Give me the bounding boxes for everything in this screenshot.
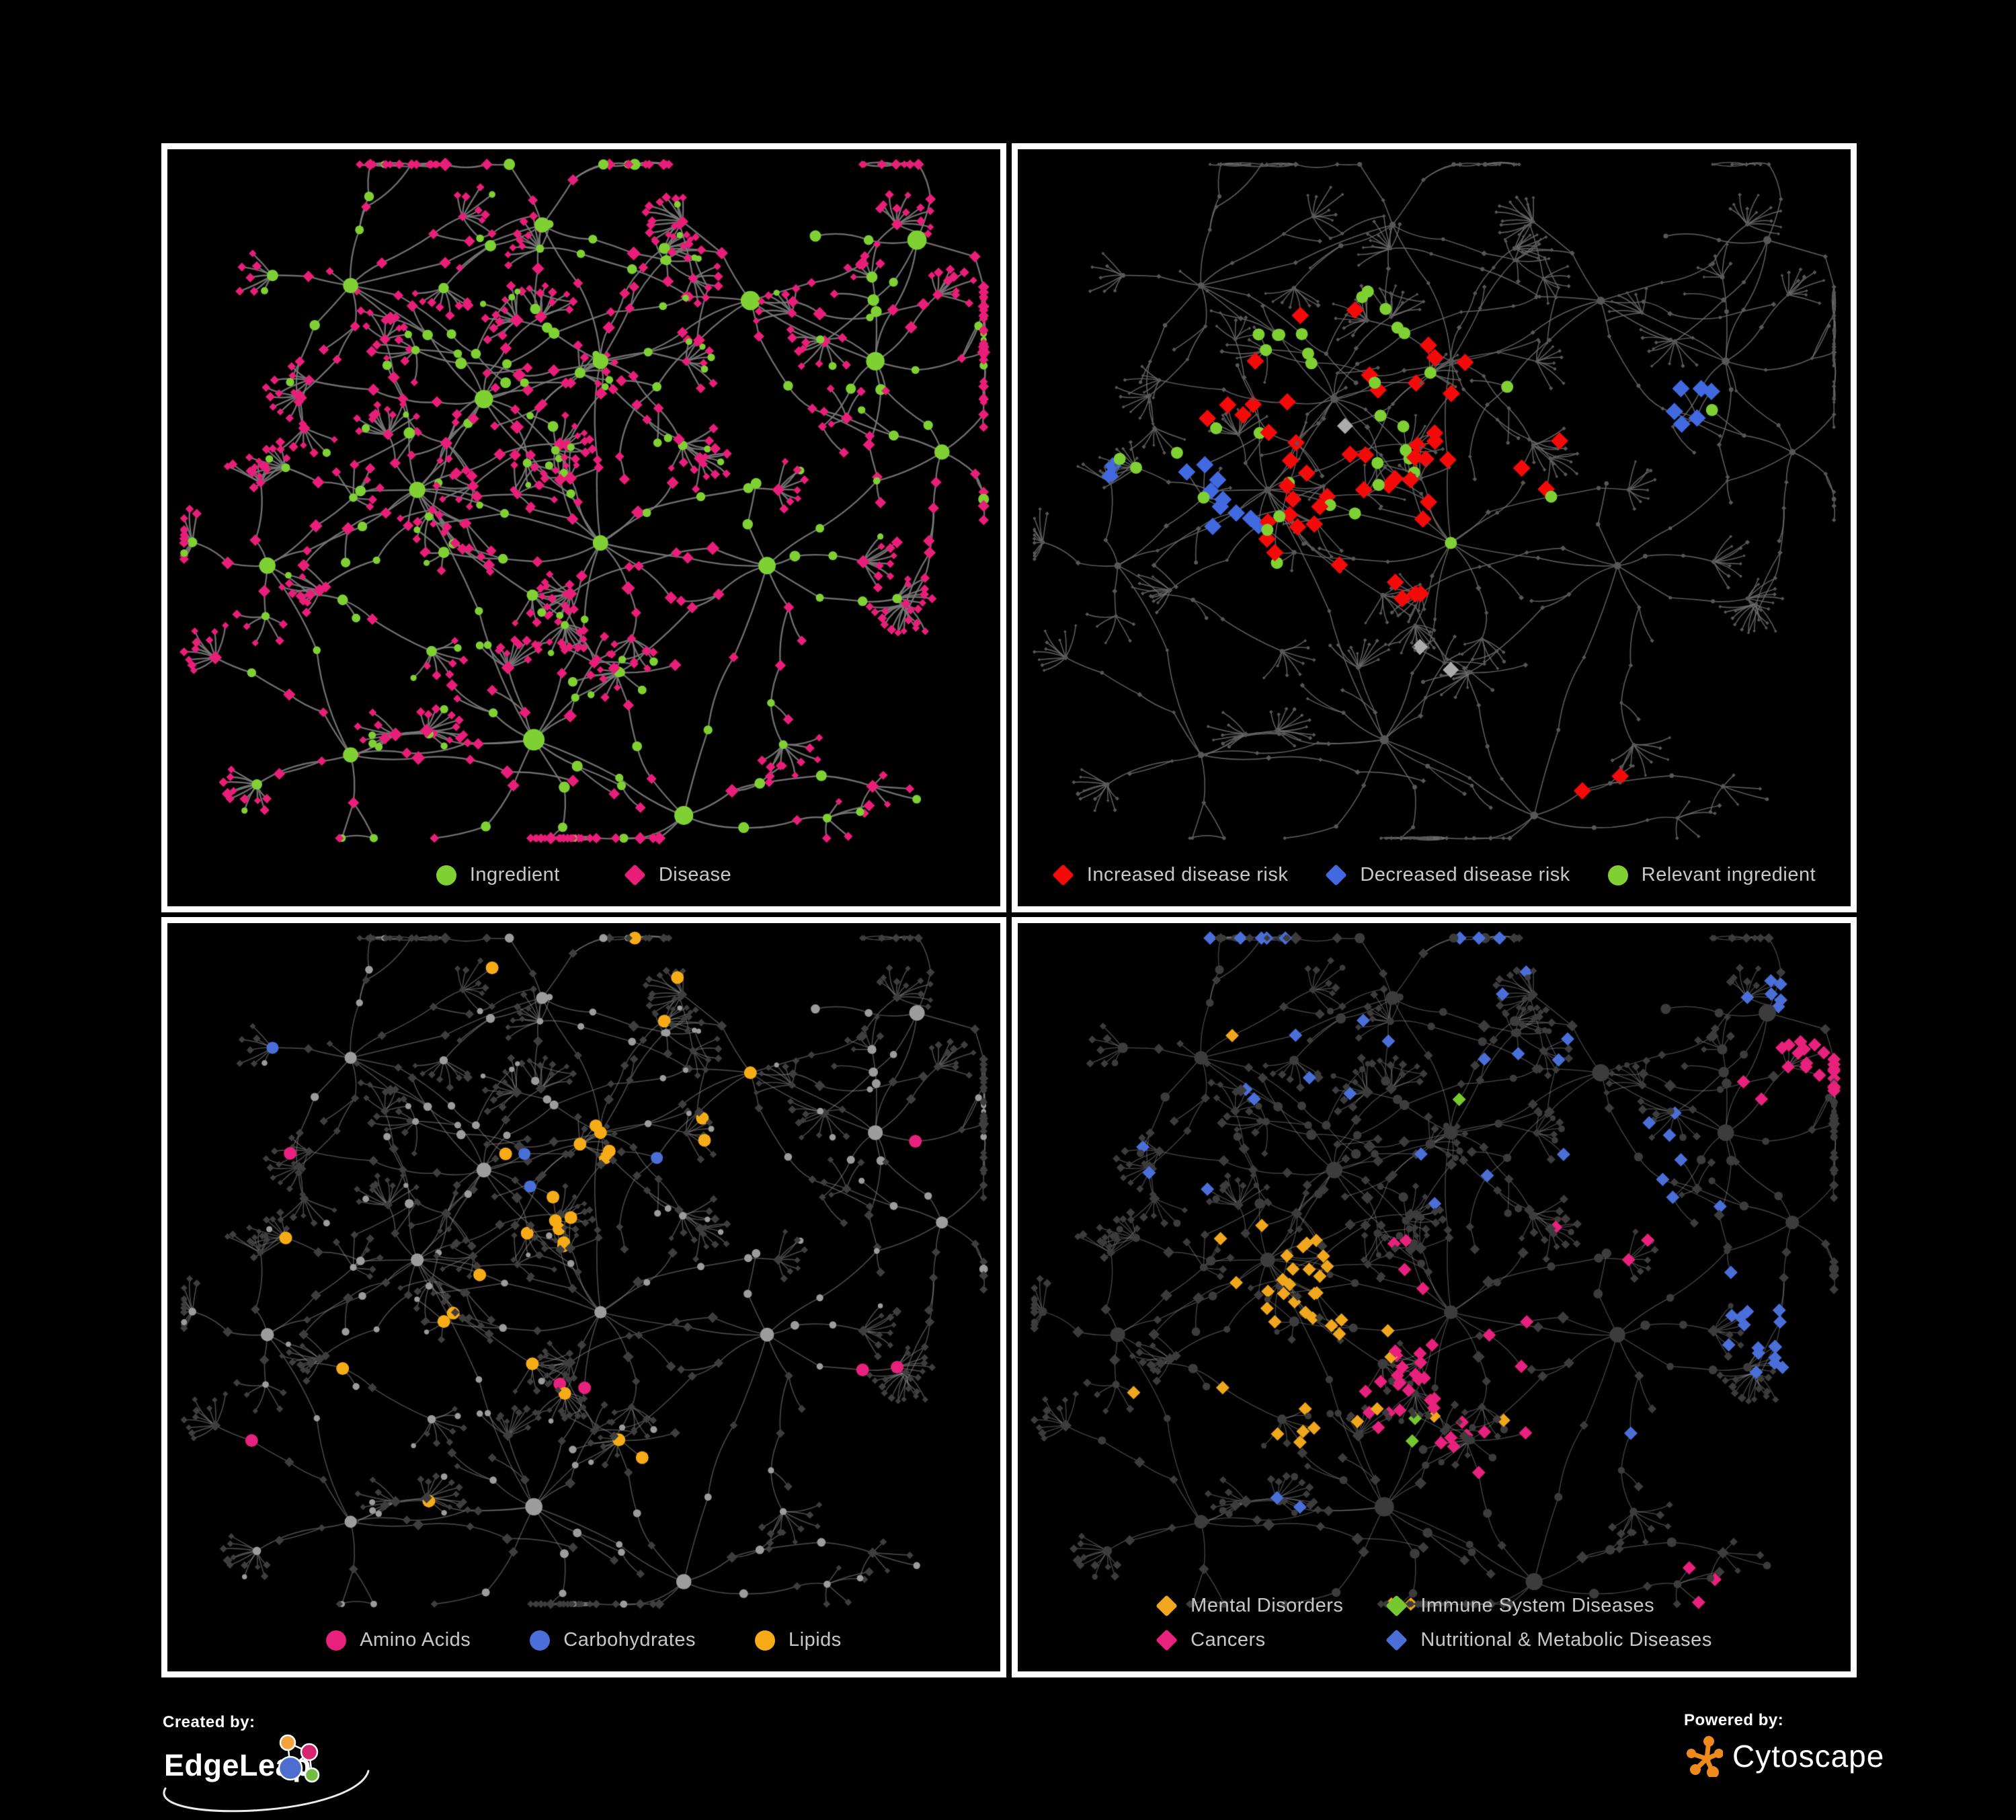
legend-item-ingredient: Ingredient [436,864,560,886]
footer-powered-by: Powered by: Cytoscape [1684,1711,1884,1777]
legend-label: Cancers [1191,1629,1266,1651]
legend-item-decreased-risk: Decreased disease risk [1325,864,1570,886]
created-by-label: Created by: [163,1713,255,1731]
legend-label: Ingredient [469,864,560,885]
powered-by-label: Powered by: [1684,1711,1784,1729]
legend-item-disease: Disease [624,864,731,886]
panel-ingredient-classes-network: Amino Acids Carbohydrates Lipids [161,917,1006,1677]
footer-created-by: Created by: EdgeLeap [163,1713,385,1813]
legend-label: Amino Acids [360,1629,471,1651]
edgeleap-logo-icon [278,1734,320,1783]
legend-item-immune-system-diseases: Immune System Diseases [1385,1595,1711,1617]
network-canvas-ingredient-disease [167,149,1000,906]
network-canvas-ingredient-classes [167,923,1000,1671]
amino-acids-circle-icon [326,1630,347,1651]
cytoscape-wordmark: Cytoscape [1732,1739,1885,1774]
legend-item-increased-risk: Increased disease risk [1052,864,1289,886]
mental-disorders-diamond-icon [1156,1595,1178,1617]
increased-risk-diamond-icon [1052,864,1074,886]
legend-item-relevant-ingredient: Relevant ingredient [1607,864,1816,886]
lipids-circle-icon [755,1630,775,1651]
legend-disease-risk: Increased disease risk Decreased disease… [1018,864,1851,886]
legend-item-nutritional-metabolic-diseases: Nutritional & Metabolic Diseases [1385,1629,1712,1651]
immune-system-diseases-diamond-icon [1385,1595,1408,1617]
panel-disease-risk-network: Increased disease risk Decreased disease… [1012,143,1857,912]
legend-item-lipids: Lipids [755,1629,842,1651]
cytoscape-logo-icon [1687,1736,1723,1777]
legend-label: Decreased disease risk [1360,864,1570,885]
legend-ingredient-classes: Amino Acids Carbohydrates Lipids [167,1629,1000,1651]
relevant-ingredient-circle-icon [1607,865,1628,885]
ingredient-circle-icon [436,865,456,885]
network-canvas-disease-risk [1018,149,1851,906]
panel-ingredient-disease-network: Ingredient Disease [161,143,1006,912]
panel-disease-classes-network: Mental Disorders Immune System Diseases … [1012,917,1857,1677]
legend-item-mental-disorders: Mental Disorders [1156,1595,1343,1617]
legend-label: Nutritional & Metabolic Diseases [1420,1629,1712,1651]
legend-label: Disease [658,864,732,885]
decreased-risk-diamond-icon [1325,864,1348,886]
legend-label: Increased disease risk [1086,864,1289,885]
legend-label: Immune System Diseases [1420,1595,1655,1616]
legend-disease-classes: Mental Disorders Immune System Diseases … [1018,1595,1851,1651]
legend-label: Relevant ingredient [1641,864,1816,885]
legend-item-cancers: Cancers [1156,1629,1343,1651]
nutritional-metabolic-diamond-icon [1385,1629,1408,1651]
carbohydrates-circle-icon [530,1630,551,1651]
cancers-diamond-icon [1156,1629,1178,1651]
legend-label: Lipids [789,1629,842,1651]
legend-label: Mental Disorders [1191,1595,1344,1616]
legend-label: Carbohydrates [563,1629,696,1651]
network-canvas-disease-classes [1018,923,1851,1671]
legend-ingredient-disease: Ingredient Disease [167,864,1000,886]
legend-item-carbohydrates: Carbohydrates [530,1629,696,1651]
legend-item-amino-acids: Amino Acids [326,1629,471,1651]
edgeleap-swoosh [163,1770,370,1813]
disease-diamond-icon [624,864,646,886]
